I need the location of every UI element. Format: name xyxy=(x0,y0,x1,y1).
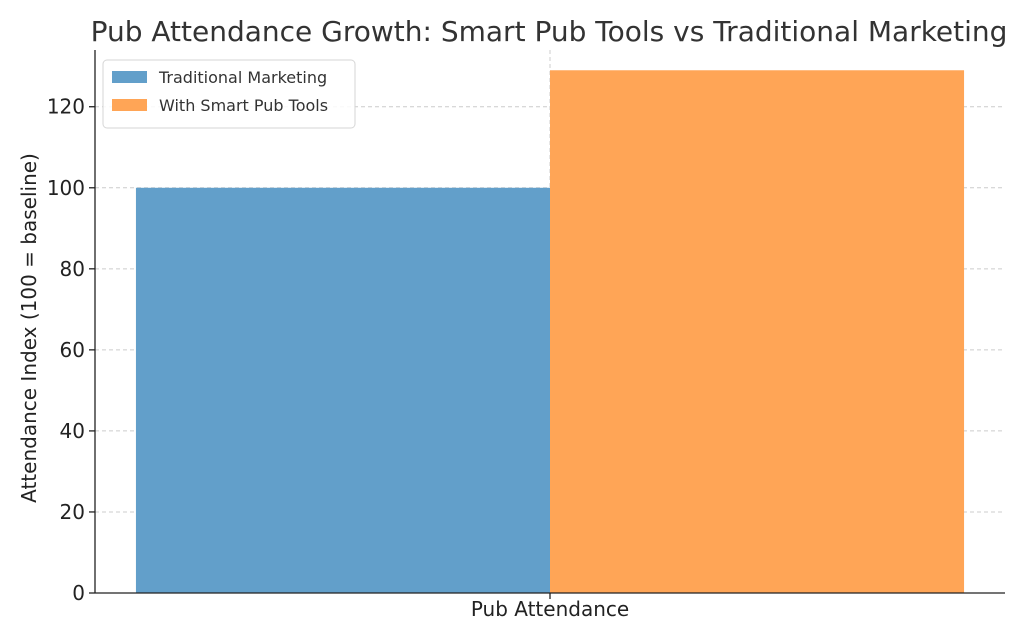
y-tick-label: 0 xyxy=(72,581,85,605)
legend-swatch xyxy=(112,71,147,83)
legend-box xyxy=(102,59,356,129)
bar-with-smart-pub-tools xyxy=(550,70,965,594)
y-tick-label: 60 xyxy=(60,338,85,362)
chart-title: Pub Attendance Growth: Smart Pub Tools v… xyxy=(91,15,1008,48)
y-tick-label: 20 xyxy=(60,500,85,524)
x-tick-label: Pub Attendance xyxy=(471,597,629,621)
y-ticks: 0 20 40 60 80 100 120 xyxy=(47,95,95,605)
bar-traditional-marketing xyxy=(135,187,550,593)
legend: Traditional Marketing With Smart Pub Tool… xyxy=(102,59,356,129)
legend-label: With Smart Pub Tools xyxy=(159,96,328,115)
x-ticks: Pub Attendance xyxy=(471,593,629,621)
bars xyxy=(135,70,965,594)
y-tick-label: 80 xyxy=(60,257,85,281)
y-tick-label: 40 xyxy=(60,419,85,443)
y-tick-label: 120 xyxy=(47,95,85,119)
legend-label: Traditional Marketing xyxy=(158,68,327,87)
y-axis-label: Attendance Index (100 = baseline) xyxy=(17,153,41,503)
legend-swatch xyxy=(112,99,147,111)
y-tick-label: 100 xyxy=(47,176,85,200)
